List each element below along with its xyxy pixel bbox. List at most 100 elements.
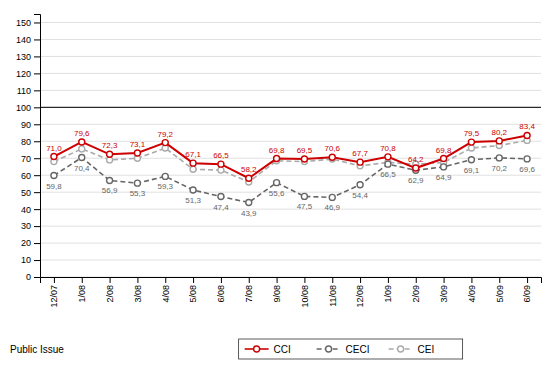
data-label: 69,5	[297, 146, 313, 155]
y-tick-mark	[34, 90, 40, 91]
y-tick-mark	[34, 158, 40, 159]
y-tick-label: 90	[21, 120, 31, 130]
x-tick: 2/08	[105, 277, 115, 303]
y-tick-label: 60	[21, 171, 31, 181]
y-axis-line	[34, 15, 41, 278]
x-tick-mark	[54, 277, 55, 283]
series-marker	[134, 150, 140, 156]
legend-marker	[254, 346, 260, 352]
data-label: 59,8	[46, 182, 62, 191]
series	[51, 155, 530, 206]
x-tick: 5/09	[495, 277, 505, 303]
y-tick: 30	[21, 221, 40, 231]
y-tick: 150	[16, 18, 40, 28]
series-marker	[468, 145, 474, 151]
data-label: 66,5	[380, 170, 396, 179]
y-tick: 10	[21, 255, 40, 265]
x-tick-label: 9/08	[272, 285, 282, 303]
x-tick-label: 12/07	[49, 285, 59, 308]
legend-label: CECI	[346, 344, 370, 355]
data-label: 79,5	[464, 129, 480, 138]
y-tick-label: 100	[16, 103, 31, 113]
legend-marker	[398, 346, 404, 352]
series-marker	[385, 154, 391, 160]
y-tick-label: 0	[26, 272, 31, 282]
x-tick: 10/08	[300, 277, 310, 308]
data-label: 54,4	[352, 191, 368, 200]
x-tick-mark	[110, 277, 111, 283]
x-tick-mark	[277, 277, 278, 283]
x-tick-label: 3/08	[133, 285, 143, 303]
series-marker	[190, 187, 196, 193]
x-tick: 4/09	[467, 277, 477, 303]
legend-item: CCI	[245, 344, 291, 355]
series-marker	[441, 156, 447, 162]
data-label: 47,4	[213, 203, 229, 212]
data-labels: 71,079,672,373,179,267,166,558,269,869,5…	[46, 122, 535, 217]
series-marker	[79, 146, 85, 152]
y-tick: 110	[17, 86, 40, 96]
y-tick: 60	[21, 171, 40, 181]
grid-line	[40, 175, 541, 176]
y-tick-label: 110	[17, 86, 31, 96]
data-label: 62,9	[408, 176, 424, 185]
legend-item: CEI	[389, 344, 435, 355]
x-tick: 5/08	[188, 277, 198, 303]
series-marker	[413, 165, 419, 171]
series-marker	[218, 167, 224, 173]
series-marker	[524, 156, 530, 162]
legend-label: CCI	[274, 344, 291, 355]
series-marker	[524, 132, 530, 138]
data-label: 71,0	[46, 144, 62, 153]
series-marker	[134, 180, 140, 186]
y-tick-label: 150	[16, 18, 31, 28]
y-tick-label: 30	[21, 221, 31, 231]
data-label: 70,2	[491, 164, 507, 173]
footer: Public Issue	[10, 344, 64, 355]
series-marker	[79, 155, 85, 161]
x-tick: 3/09	[439, 277, 449, 303]
grid	[40, 22, 541, 277]
x-tick-label: 1/08	[77, 285, 87, 303]
grid-line	[40, 243, 541, 244]
series-line	[54, 135, 527, 178]
data-label: 70,4	[74, 164, 90, 173]
x-tick-mark	[360, 277, 361, 283]
x-tick-label: 7/08	[244, 285, 254, 303]
x-tick-label: 2/09	[411, 285, 421, 303]
series-marker	[190, 160, 196, 166]
y-tick-label: 40	[21, 205, 31, 215]
series-marker	[162, 140, 168, 146]
data-label: 79,6	[74, 129, 90, 138]
x-tick: 12/07	[49, 277, 59, 308]
y-tick: 80	[21, 137, 40, 147]
x-tick: 9/08	[272, 277, 282, 303]
data-label: 83,4	[519, 122, 535, 131]
data-label: 64,2	[408, 155, 424, 164]
y-tick-mark	[34, 56, 40, 57]
y-tick: 90	[21, 120, 40, 130]
x-tick: 6/08	[216, 277, 226, 303]
y-tick: 70	[21, 154, 40, 164]
x-tick: 7/08	[244, 277, 254, 303]
y-tick-label: 140	[16, 35, 31, 45]
series-marker	[162, 173, 168, 179]
x-tick-mark	[221, 277, 222, 283]
legend-box	[239, 339, 463, 359]
x-tick: 12/08	[355, 277, 365, 308]
y-tick-mark	[34, 73, 40, 74]
grid-line	[40, 39, 541, 40]
y-tick-mark	[34, 209, 40, 210]
x-tick-mark	[499, 277, 500, 283]
data-label: 69,8	[269, 146, 285, 155]
y-tick-label: 10	[21, 255, 31, 265]
grid-line	[40, 209, 541, 210]
x-tick: 1/09	[383, 277, 393, 303]
data-label: 64,9	[436, 173, 452, 182]
series-marker	[441, 164, 447, 170]
x-tick-mark	[249, 277, 250, 283]
x-tick-label: 2/08	[105, 285, 115, 303]
y-tick-label: 80	[21, 137, 31, 147]
data-label: 67,7	[352, 149, 368, 158]
x-tick-mark	[527, 277, 528, 283]
